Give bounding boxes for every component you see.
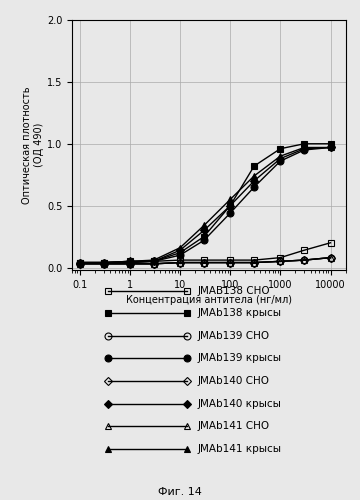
Text: JMAb140 СНО: JMAb140 СНО xyxy=(198,376,270,386)
Text: JMAb140 крысы: JMAb140 крысы xyxy=(198,398,282,408)
Y-axis label: Оптическая плотность
(ОД 490): Оптическая плотность (ОД 490) xyxy=(22,86,44,204)
Text: JMAb138 крысы: JMAb138 крысы xyxy=(198,308,282,318)
Text: JMAb139 крысы: JMAb139 крысы xyxy=(198,354,282,364)
Text: JMAb139 СНО: JMAb139 СНО xyxy=(198,331,270,341)
Text: JMAb141 крысы: JMAb141 крысы xyxy=(198,444,282,454)
Text: JMAB138 СНО: JMAB138 СНО xyxy=(198,286,271,296)
X-axis label: Концентрация антитела (нг/мл): Концентрация антитела (нг/мл) xyxy=(126,296,292,306)
Text: Фиг. 14: Фиг. 14 xyxy=(158,487,202,497)
Text: JMAb141 СНО: JMAb141 СНО xyxy=(198,421,270,431)
